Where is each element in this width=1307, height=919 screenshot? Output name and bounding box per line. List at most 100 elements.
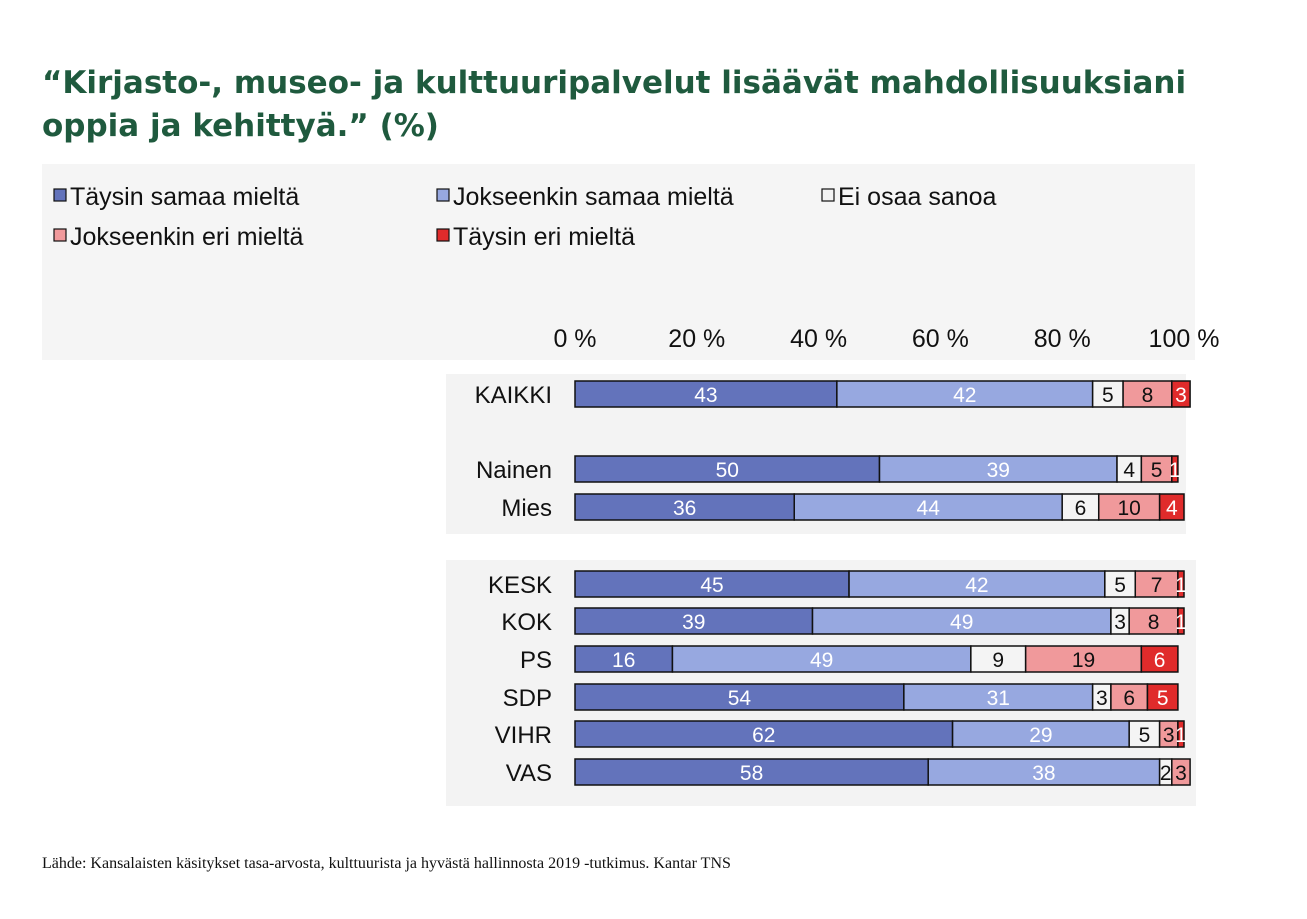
data-label: 39: [987, 459, 1010, 482]
chart-title-line-2: oppia ja kehittyä.” (%): [42, 108, 439, 144]
data-label: 3: [1096, 687, 1108, 710]
data-label: 31: [987, 687, 1010, 710]
chart-title: “Kirjasto-, museo- ja kulttuuripalvelut …: [42, 62, 1242, 148]
legend-swatch-taysin-samaa-mielta: [53, 188, 67, 202]
bar-segment-kesk-taysin-eri-mielta: [1177, 570, 1185, 598]
data-label: 49: [810, 649, 833, 672]
data-label: 2: [1160, 762, 1172, 785]
bar-segment-mies-taysin-samaa-mielta: [574, 493, 795, 521]
bar-segment-kok-jokseenkin-eri-mielta: [1128, 607, 1179, 635]
bar-segment-kaikki-ei-osaa-sanoa: [1091, 380, 1124, 408]
data-label: 5: [1114, 574, 1126, 597]
data-label: 19: [1072, 649, 1095, 672]
data-label: 8: [1142, 384, 1154, 407]
bar-segment-mies-ei-osaa-sanoa: [1061, 493, 1100, 521]
x-tick-label: 100 %: [1149, 325, 1220, 353]
legend-label-ei-osaa-sanoa: Ei osaa sanoa: [838, 183, 997, 211]
data-label: 6: [1154, 649, 1166, 672]
bar-segment-kaikki-taysin-samaa-mielta: [574, 380, 838, 408]
bar-segment-vas-taysin-samaa-mielta: [574, 758, 929, 786]
x-tick-label: 80 %: [1034, 325, 1091, 353]
category-label-mies: Mies: [501, 495, 552, 522]
data-label: 5: [1102, 384, 1114, 407]
bar-segment-kaikki-taysin-eri-mielta: [1171, 380, 1191, 408]
legend-label-jokseenkin-samaa-mielta: Jokseenkin samaa mieltä: [453, 183, 734, 211]
source-note: Lähde: Kansalaisten käsitykset tasa-arvo…: [42, 855, 731, 872]
data-label: 8: [1148, 611, 1160, 634]
bar-segment-kok-taysin-samaa-mielta: [574, 607, 814, 635]
data-label: 7: [1151, 574, 1163, 597]
bar-segment-nainen-jokseenkin-samaa-mielta: [878, 455, 1118, 483]
data-label: 6: [1123, 687, 1135, 710]
legend-swatch-taysin-eri-mielta: [436, 228, 450, 242]
legend-swatch-jokseenkin-eri-mielta: [53, 228, 67, 242]
data-label: 39: [682, 611, 705, 634]
legend-swatch-ei-osaa-sanoa: [821, 188, 835, 202]
data-label: 44: [917, 497, 941, 520]
bar-segment-vihr-jokseenkin-samaa-mielta: [951, 720, 1130, 748]
bar-segment-ps-ei-osaa-sanoa: [970, 645, 1027, 673]
legend-label-taysin-samaa-mielta: Täysin samaa mieltä: [70, 183, 299, 211]
bar-segment-nainen-taysin-eri-mielta: [1171, 455, 1179, 483]
data-label: 3: [1175, 762, 1187, 785]
bar-segment-vas-jokseenkin-eri-mielta: [1171, 758, 1191, 786]
category-label-kok: KOK: [501, 609, 552, 636]
bar-segment-mies-jokseenkin-samaa-mielta: [793, 493, 1063, 521]
bar-segment-kesk-taysin-samaa-mielta: [574, 570, 850, 598]
data-label: 4: [1166, 497, 1178, 520]
bar-segment-sdp-taysin-eri-mielta: [1146, 683, 1179, 711]
data-label: 5: [1139, 724, 1151, 747]
data-label: 3: [1163, 724, 1175, 747]
data-label: 3: [1175, 384, 1187, 407]
legend-swatch-jokseenkin-samaa-mielta: [436, 188, 450, 202]
data-label: 49: [950, 611, 973, 634]
category-label-vas: VAS: [506, 760, 552, 787]
category-label-kaikki: KAIKKI: [475, 382, 552, 409]
legend-panel: [42, 164, 1195, 360]
data-label: 29: [1029, 724, 1052, 747]
data-label: 43: [694, 384, 717, 407]
data-label: 9: [992, 649, 1004, 672]
bar-segment-ps-jokseenkin-samaa-mielta: [671, 645, 972, 673]
data-label: 5: [1157, 687, 1169, 710]
data-label: 3: [1114, 611, 1126, 634]
bar-segment-nainen-jokseenkin-eri-mielta: [1140, 455, 1173, 483]
bar-segment-mies-jokseenkin-eri-mielta: [1097, 493, 1161, 521]
category-label-ps: PS: [520, 647, 552, 674]
bar-segment-ps-taysin-eri-mielta: [1140, 645, 1179, 673]
data-label: 1: [1175, 574, 1187, 597]
category-label-sdp: SDP: [503, 685, 552, 712]
bar-segment-kesk-jokseenkin-eri-mielta: [1134, 570, 1179, 598]
data-label: 1: [1169, 459, 1181, 482]
category-label-kesk: KESK: [488, 572, 552, 599]
category-label-nainen: Nainen: [476, 457, 552, 484]
data-label: 45: [700, 574, 723, 597]
legend-label-taysin-eri-mielta: Täysin eri mieltä: [453, 223, 635, 251]
data-label: 4: [1123, 459, 1135, 482]
x-tick-label: 20 %: [668, 325, 725, 353]
data-label: 62: [752, 724, 775, 747]
data-label: 50: [716, 459, 739, 482]
data-label: 10: [1118, 497, 1141, 520]
data-label: 5: [1151, 459, 1163, 482]
data-label: 42: [965, 574, 988, 597]
bar-segment-kok-taysin-eri-mielta: [1177, 607, 1185, 635]
bar-segment-kesk-jokseenkin-samaa-mielta: [848, 570, 1106, 598]
bar-segment-ps-taysin-samaa-mielta: [574, 645, 674, 673]
x-tick-label: 40 %: [790, 325, 847, 353]
category-label-vihr: VIHR: [495, 722, 552, 749]
data-label: 6: [1075, 497, 1087, 520]
data-label: 42: [953, 384, 976, 407]
x-tick-label: 0 %: [553, 325, 596, 353]
data-label: 1: [1175, 724, 1187, 747]
bar-segment-mies-taysin-eri-mielta: [1158, 493, 1185, 521]
data-label: 16: [612, 649, 635, 672]
data-label: 38: [1032, 762, 1055, 785]
data-label: 58: [740, 762, 763, 785]
chart-title-line-1: “Kirjasto-, museo- ja kulttuuripalvelut …: [42, 65, 1187, 101]
x-tick-label: 60 %: [912, 325, 969, 353]
bar-segment-vihr-taysin-eri-mielta: [1177, 720, 1185, 748]
data-label: 54: [728, 687, 752, 710]
legend-label-jokseenkin-eri-mielta: Jokseenkin eri mieltä: [70, 223, 304, 251]
